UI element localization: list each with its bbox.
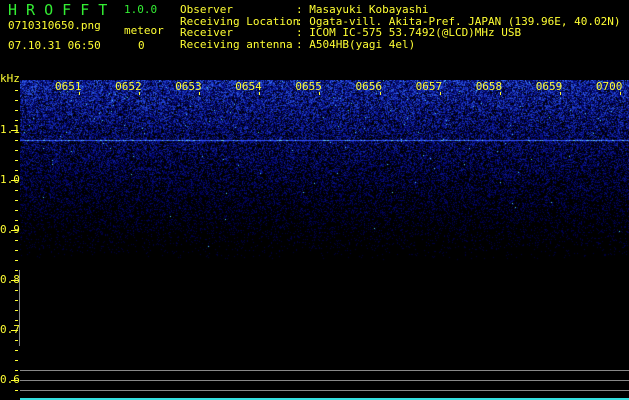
y-tick bbox=[15, 120, 18, 121]
x-label: 0652 bbox=[115, 80, 142, 93]
y-tick bbox=[15, 290, 18, 291]
x-label: 0653 bbox=[175, 80, 202, 93]
y-tick bbox=[15, 240, 18, 241]
info-value: : Ogata-vill. Akita-Pref. JAPAN (139.96E… bbox=[296, 14, 621, 28]
grid-line bbox=[20, 390, 629, 391]
y-tick bbox=[15, 350, 18, 351]
y-tick bbox=[15, 300, 18, 301]
y-tick bbox=[15, 150, 18, 151]
y-label: 1.0 bbox=[0, 173, 20, 186]
x-label: 0651 bbox=[55, 80, 82, 93]
info-label: Receiving antenna bbox=[180, 37, 293, 51]
app-version: 1.0.0 bbox=[124, 3, 158, 16]
y-tick bbox=[15, 320, 18, 321]
x-tick bbox=[79, 92, 80, 95]
info-label: Receiver bbox=[180, 26, 233, 39]
y-tick bbox=[15, 270, 18, 271]
y-tick bbox=[15, 100, 18, 101]
level-bar bbox=[19, 270, 20, 346]
y-tick bbox=[15, 170, 18, 171]
y-tick bbox=[15, 310, 18, 311]
x-label: 0656 bbox=[355, 80, 383, 93]
y-tick bbox=[11, 180, 18, 181]
x-label: 0700 bbox=[595, 80, 623, 93]
x-label: 0658 bbox=[475, 80, 503, 93]
x-tick bbox=[439, 92, 441, 95]
file-datetime: 07.10.31 06:50 bbox=[8, 39, 101, 52]
y-tick bbox=[11, 130, 18, 131]
y-tick bbox=[15, 110, 18, 111]
x-tick bbox=[139, 92, 141, 95]
y-tick bbox=[15, 220, 18, 221]
x-label: 0657 bbox=[415, 80, 443, 93]
x-label: 0659 bbox=[535, 80, 563, 93]
y-tick bbox=[15, 90, 18, 91]
x-tick bbox=[259, 92, 261, 95]
y-tick bbox=[11, 230, 18, 231]
x-tick bbox=[499, 92, 501, 95]
y-tick bbox=[15, 340, 18, 341]
y-tick bbox=[15, 200, 18, 201]
unit-label: kHz bbox=[0, 72, 20, 85]
grid-line bbox=[20, 370, 629, 371]
y-label: 0.8 bbox=[0, 273, 20, 286]
x-label: 0654 bbox=[235, 80, 262, 93]
y-tick bbox=[15, 160, 18, 161]
file-name: 0710310650.png bbox=[8, 19, 101, 32]
y-tick bbox=[15, 250, 18, 251]
x-tick bbox=[199, 92, 201, 95]
timeline-bar bbox=[20, 398, 629, 400]
y-tick bbox=[15, 140, 18, 141]
x-tick bbox=[379, 92, 381, 95]
y-tick bbox=[15, 370, 18, 371]
x-tick bbox=[619, 92, 621, 95]
spectrogram bbox=[20, 80, 629, 400]
x-label: 0655 bbox=[295, 80, 322, 93]
x-tick bbox=[319, 92, 321, 95]
y-label: 0.6 bbox=[0, 373, 20, 386]
info-label: Observer bbox=[180, 3, 233, 16]
y-label: 0.7 bbox=[0, 323, 20, 336]
y-label: 0.9 bbox=[0, 223, 20, 236]
y-tick bbox=[11, 280, 18, 281]
y-tick bbox=[15, 210, 18, 211]
x-tick bbox=[559, 92, 561, 95]
app-title: H R O F F T bbox=[8, 1, 108, 19]
y-tick bbox=[15, 360, 18, 361]
meteor-label: meteor bbox=[124, 24, 164, 37]
y-tick bbox=[11, 330, 18, 331]
meteor-count: 0 bbox=[138, 39, 145, 52]
y-tick bbox=[15, 390, 18, 391]
y-label: 1.1 bbox=[0, 123, 20, 136]
info-value: : ICOM IC-575 53.7492(@LCD)MHz USB bbox=[296, 26, 522, 39]
y-tick bbox=[11, 380, 18, 381]
info-value: : Masayuki Kobayashi bbox=[296, 3, 429, 16]
info-label: Receiving Location bbox=[180, 14, 300, 28]
grid-line bbox=[20, 380, 629, 381]
y-tick bbox=[15, 190, 18, 191]
info-value: : A504HB(yagi 4el) bbox=[296, 37, 416, 51]
y-tick bbox=[15, 260, 18, 261]
